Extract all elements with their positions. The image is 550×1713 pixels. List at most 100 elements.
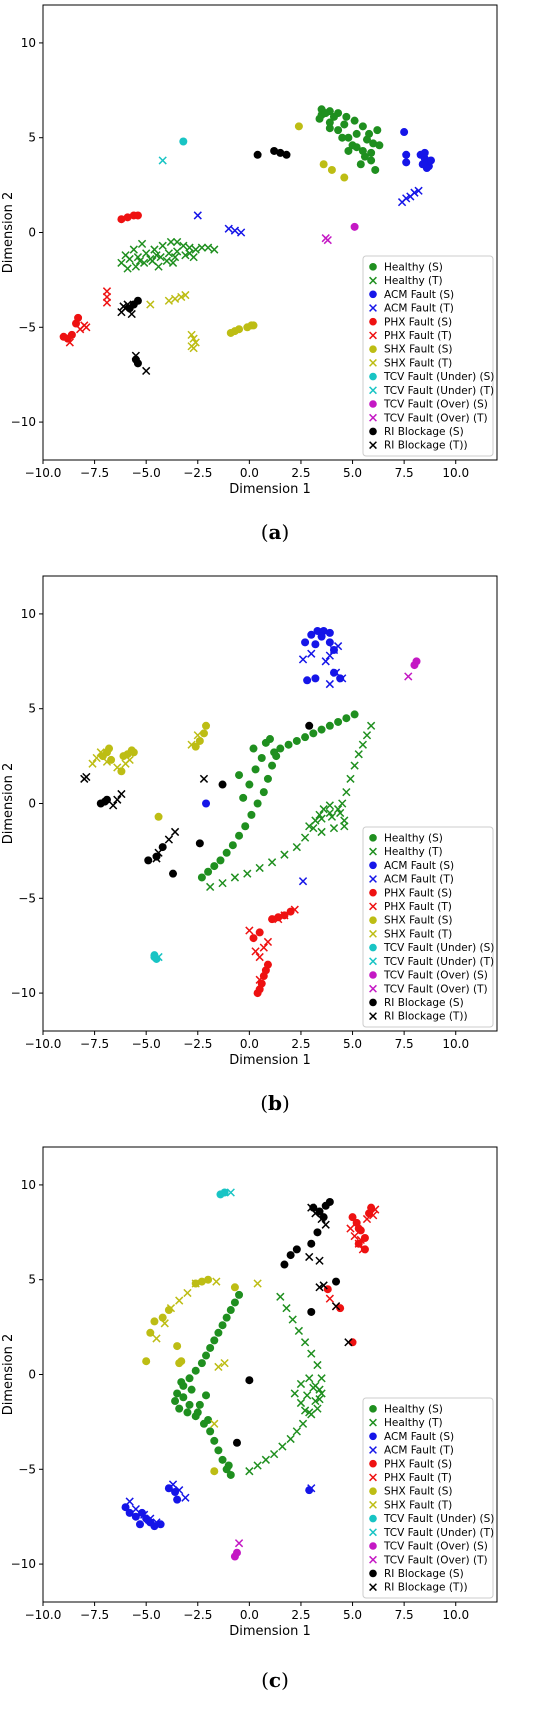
- data-point: [344, 1338, 353, 1347]
- legend-entry-label: TCV Fault (Under) (T): [383, 385, 494, 397]
- data-point: [154, 812, 163, 821]
- data-point: [142, 366, 151, 376]
- data-point: [185, 1374, 194, 1383]
- data-point: [218, 1321, 227, 1330]
- x-tick-label: −5.0: [132, 466, 161, 480]
- data-point: [150, 245, 159, 254]
- legend-entry-label: ACM Fault (S): [384, 1431, 454, 1443]
- data-point: [210, 1436, 219, 1445]
- data-point: [214, 1328, 223, 1337]
- data-point: [298, 655, 308, 664]
- data-point: [224, 224, 233, 233]
- data-point: [139, 258, 149, 267]
- data-point: [181, 290, 190, 300]
- data-point: [356, 160, 365, 169]
- data-point: [232, 1438, 241, 1447]
- data-point: [239, 793, 248, 802]
- data-point: [170, 253, 180, 262]
- data-point: [125, 1497, 134, 1506]
- data-point: [191, 742, 200, 751]
- data-point: [303, 676, 312, 685]
- data-point: [249, 744, 258, 753]
- data-point: [348, 1213, 357, 1222]
- data-point: [282, 1304, 291, 1313]
- data-point: [179, 137, 188, 146]
- data-point: [263, 774, 272, 783]
- legend-entry-label: TCV Fault (Over) (T): [383, 1554, 488, 1566]
- data-point: [206, 882, 215, 892]
- data-point: [317, 632, 326, 641]
- data-point: [331, 668, 341, 677]
- x-tick-label: 5.0: [343, 1608, 362, 1622]
- data-point: [296, 1379, 306, 1389]
- data-point: [230, 226, 240, 235]
- data-point: [255, 952, 264, 962]
- data-point: [105, 744, 114, 753]
- data-point: [131, 1512, 140, 1521]
- data-point: [139, 1510, 149, 1519]
- data-point: [402, 194, 411, 203]
- legend-marker: [369, 1583, 377, 1592]
- legend-entry-label: SHX Fault (T): [384, 357, 452, 369]
- legend-entry-label: TCV Fault (Over) (T): [383, 983, 488, 995]
- data-point: [336, 1304, 345, 1313]
- data-point: [286, 1434, 295, 1444]
- data-point: [317, 827, 326, 837]
- data-point: [307, 630, 316, 639]
- data-point: [366, 721, 376, 730]
- data-point: [292, 736, 301, 745]
- data-point: [146, 300, 155, 309]
- data-point: [168, 258, 178, 267]
- x-tick-label: 7.5: [395, 466, 414, 480]
- data-point: [191, 1279, 200, 1288]
- data-point: [311, 1396, 320, 1406]
- data-point: [276, 744, 285, 753]
- data-point: [170, 827, 180, 837]
- legend-entry-label: SHX Fault (S): [384, 1486, 453, 1498]
- data-point: [358, 1245, 367, 1254]
- x-tick-label: 10.0: [442, 1037, 469, 1051]
- legend-entry-label: PHX Fault (S): [384, 1458, 452, 1470]
- data-point: [210, 1419, 219, 1428]
- legend-marker: [369, 1555, 377, 1564]
- x-tick-label: 0.0: [240, 1037, 259, 1051]
- data-point: [321, 1220, 330, 1229]
- data-point: [307, 1239, 316, 1248]
- data-point: [131, 1504, 140, 1514]
- data-point: [286, 907, 295, 916]
- data-point: [274, 915, 283, 924]
- data-point: [191, 245, 200, 254]
- data-point: [268, 915, 277, 924]
- data-point: [162, 256, 171, 266]
- legend-box: [362, 255, 494, 457]
- data-point: [144, 856, 153, 865]
- data-point: [373, 126, 382, 135]
- data-point: [257, 979, 266, 988]
- data-point: [82, 772, 91, 782]
- data-point: [282, 150, 291, 159]
- data-point: [251, 765, 260, 774]
- x-tick-label: −10.0: [25, 1608, 62, 1622]
- data-point: [129, 245, 138, 254]
- legend-marker: [369, 888, 377, 897]
- legend-entry-label: TCV Fault (Over) (S): [383, 970, 488, 982]
- data-point: [311, 640, 320, 649]
- data-point: [74, 313, 83, 322]
- data-point: [230, 1283, 239, 1292]
- data-point: [173, 247, 182, 256]
- data-point: [142, 249, 151, 258]
- data-point: [193, 211, 202, 220]
- data-point: [175, 1486, 184, 1495]
- y-tick-label: 10: [21, 607, 36, 621]
- data-point: [362, 135, 371, 144]
- data-point: [325, 801, 334, 810]
- y-tick-label: 0: [28, 226, 36, 240]
- legend-entry-label: Healthy (T): [384, 1417, 443, 1429]
- data-point: [329, 824, 339, 833]
- data-point: [319, 805, 328, 814]
- data-point: [410, 188, 419, 197]
- data-point: [166, 237, 176, 247]
- legend-entry-label: Healthy (S): [384, 832, 443, 844]
- data-point: [210, 862, 219, 871]
- data-point: [175, 1296, 184, 1305]
